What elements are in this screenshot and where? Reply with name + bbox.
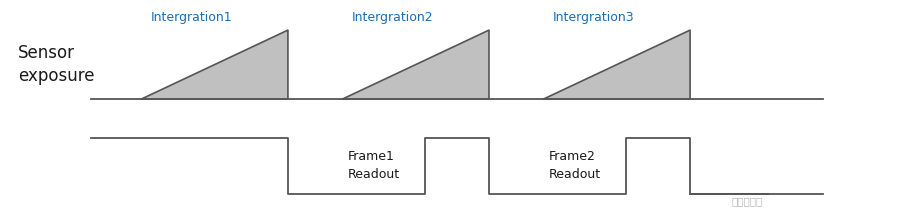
Polygon shape bbox=[544, 30, 690, 99]
Text: Sensor
exposure: Sensor exposure bbox=[18, 44, 95, 85]
Polygon shape bbox=[343, 30, 489, 99]
Text: Intergration3: Intergration3 bbox=[553, 11, 634, 24]
Text: Frame1
Readout: Frame1 Readout bbox=[347, 150, 399, 181]
Text: 智智最前沿: 智智最前沿 bbox=[731, 196, 762, 206]
Text: Intergration1: Intergration1 bbox=[151, 11, 232, 24]
Text: Frame2
Readout: Frame2 Readout bbox=[548, 150, 600, 181]
Text: Intergration2: Intergration2 bbox=[352, 11, 433, 24]
Polygon shape bbox=[142, 30, 288, 99]
